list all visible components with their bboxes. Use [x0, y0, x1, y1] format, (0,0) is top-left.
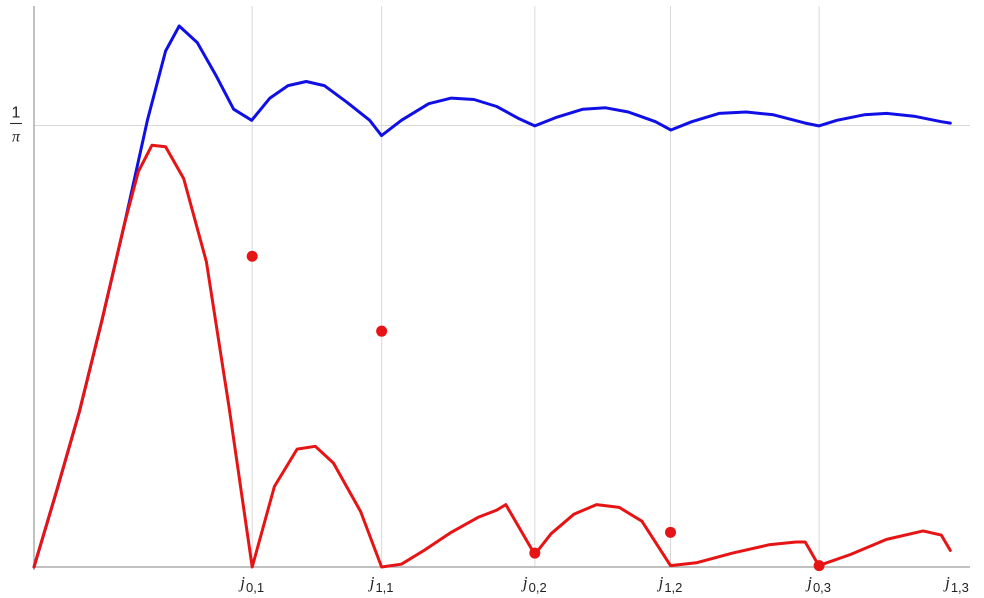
series-line-1	[32, 24, 952, 569]
x-tick-label: j1,3	[943, 573, 969, 595]
y-tick-numerator: 1	[12, 104, 21, 121]
points-layer	[246, 250, 825, 572]
series-line-2	[32, 143, 952, 569]
y-tick-label: 1π	[10, 104, 22, 145]
data-point	[246, 250, 258, 262]
x-tick-label: j0,3	[805, 573, 831, 595]
data-point	[664, 526, 676, 538]
x-tick-label: j1,2	[657, 573, 683, 595]
data-point	[376, 325, 388, 337]
series-layer	[32, 24, 952, 569]
data-point	[529, 547, 541, 559]
x-tick-labels: j0,1 j1,1 j0,2 j1,2 j0,3 j1,3	[238, 573, 969, 595]
y-tick-labels: 1π	[10, 104, 22, 145]
data-point	[813, 560, 825, 572]
x-tick-label: j0,1	[238, 573, 264, 595]
y-tick-denominator: π	[12, 128, 21, 145]
grid-layer	[34, 6, 970, 567]
axis-layer	[33, 6, 970, 570]
x-tick-label: j0,2	[521, 573, 547, 595]
x-tick-label: j1,1	[368, 573, 394, 595]
